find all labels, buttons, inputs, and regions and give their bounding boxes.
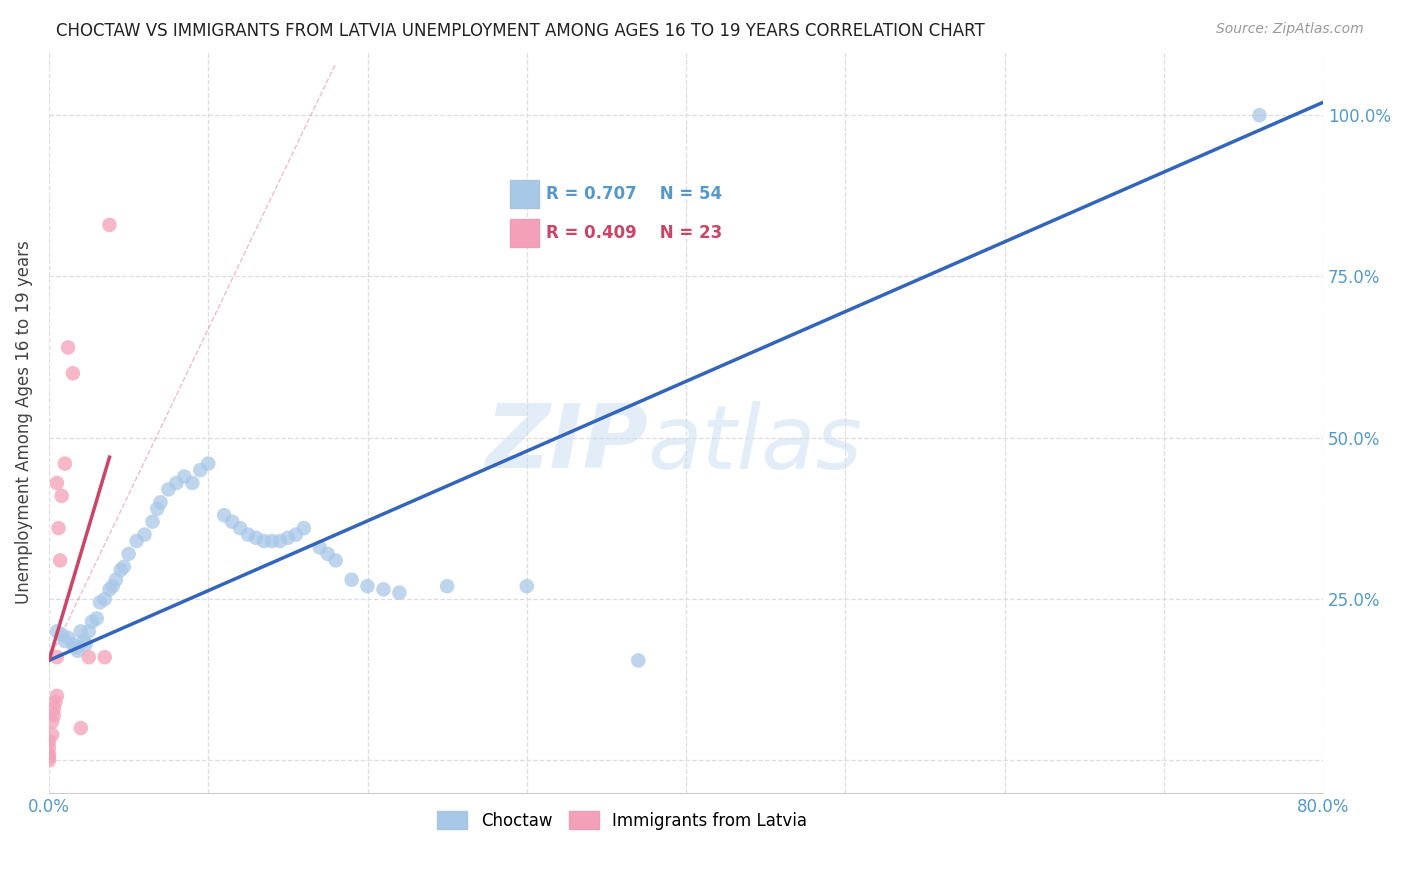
Text: CHOCTAW VS IMMIGRANTS FROM LATVIA UNEMPLOYMENT AMONG AGES 16 TO 19 YEARS CORRELA: CHOCTAW VS IMMIGRANTS FROM LATVIA UNEMPL… (56, 22, 986, 40)
Text: R = 0.707    N = 54: R = 0.707 N = 54 (546, 185, 721, 202)
Point (53, 634, 76, 648)
Text: R = 0.409    N = 23: R = 0.409 N = 23 (546, 224, 723, 242)
Point (134, 527, 156, 541)
Point (308, 541, 330, 555)
Text: atlas: atlas (648, 401, 863, 487)
Point (157, 483, 180, 497)
Point (98, 582, 121, 597)
Point (98, 218, 121, 232)
Point (65, 640, 87, 655)
Point (49, 553, 72, 567)
Point (80, 615, 103, 629)
Point (221, 515, 243, 529)
Point (86, 611, 108, 625)
Legend: Choctaw, Immigrants from Latvia: Choctaw, Immigrants from Latvia (430, 805, 814, 837)
Point (245, 531, 267, 545)
Point (436, 579, 458, 593)
Y-axis label: Unemployment Among Ages 16 to 19 years: Unemployment Among Ages 16 to 19 years (15, 240, 32, 604)
Point (69, 624, 91, 639)
Point (48, 521, 70, 535)
Point (62, 366, 84, 380)
Point (75, 637, 97, 651)
Point (388, 585, 411, 599)
Bar (510, 179, 538, 208)
Point (253, 534, 276, 549)
Point (117, 547, 139, 561)
Point (197, 457, 219, 471)
Point (77, 650, 100, 665)
Point (45, 650, 67, 665)
Point (141, 515, 163, 529)
Point (165, 475, 187, 490)
Point (44, 695, 66, 709)
Point (356, 579, 378, 593)
Point (77, 624, 100, 639)
Point (146, 501, 169, 516)
Point (42, 708, 65, 723)
Point (45, 624, 67, 639)
Point (110, 563, 132, 577)
Point (212, 508, 235, 523)
Point (236, 527, 259, 541)
Point (45, 689, 67, 703)
Point (112, 559, 135, 574)
Point (260, 534, 283, 549)
Text: ZIP: ZIP (485, 401, 648, 487)
Point (38, 740, 60, 755)
Point (41, 714, 63, 729)
Point (516, 579, 538, 593)
Point (188, 463, 211, 477)
Point (125, 534, 148, 549)
Point (1249, 108, 1271, 122)
Bar (510, 219, 538, 247)
Point (38, 750, 60, 764)
Point (66, 643, 89, 657)
Point (325, 553, 347, 567)
Point (56, 631, 79, 645)
Point (73, 634, 96, 648)
Point (292, 521, 315, 535)
Point (284, 527, 307, 541)
Point (89, 595, 111, 609)
Point (149, 495, 172, 509)
Point (41, 728, 63, 742)
Point (38, 747, 60, 761)
Point (173, 469, 195, 483)
Point (93, 650, 115, 665)
Point (38, 753, 60, 767)
Point (53, 457, 76, 471)
Point (373, 582, 395, 597)
Point (51, 627, 73, 641)
Point (277, 531, 299, 545)
Point (42, 702, 65, 716)
Point (101, 579, 124, 593)
Point (269, 534, 291, 549)
Point (104, 573, 127, 587)
Point (340, 573, 363, 587)
Point (69, 721, 91, 735)
Point (229, 521, 252, 535)
Point (56, 341, 79, 355)
Point (93, 592, 115, 607)
Point (316, 547, 339, 561)
Point (627, 653, 650, 667)
Text: Source: ZipAtlas.com: Source: ZipAtlas.com (1216, 22, 1364, 37)
Point (45, 475, 67, 490)
Point (38, 734, 60, 748)
Point (181, 475, 204, 490)
Point (62, 637, 84, 651)
Point (51, 489, 73, 503)
